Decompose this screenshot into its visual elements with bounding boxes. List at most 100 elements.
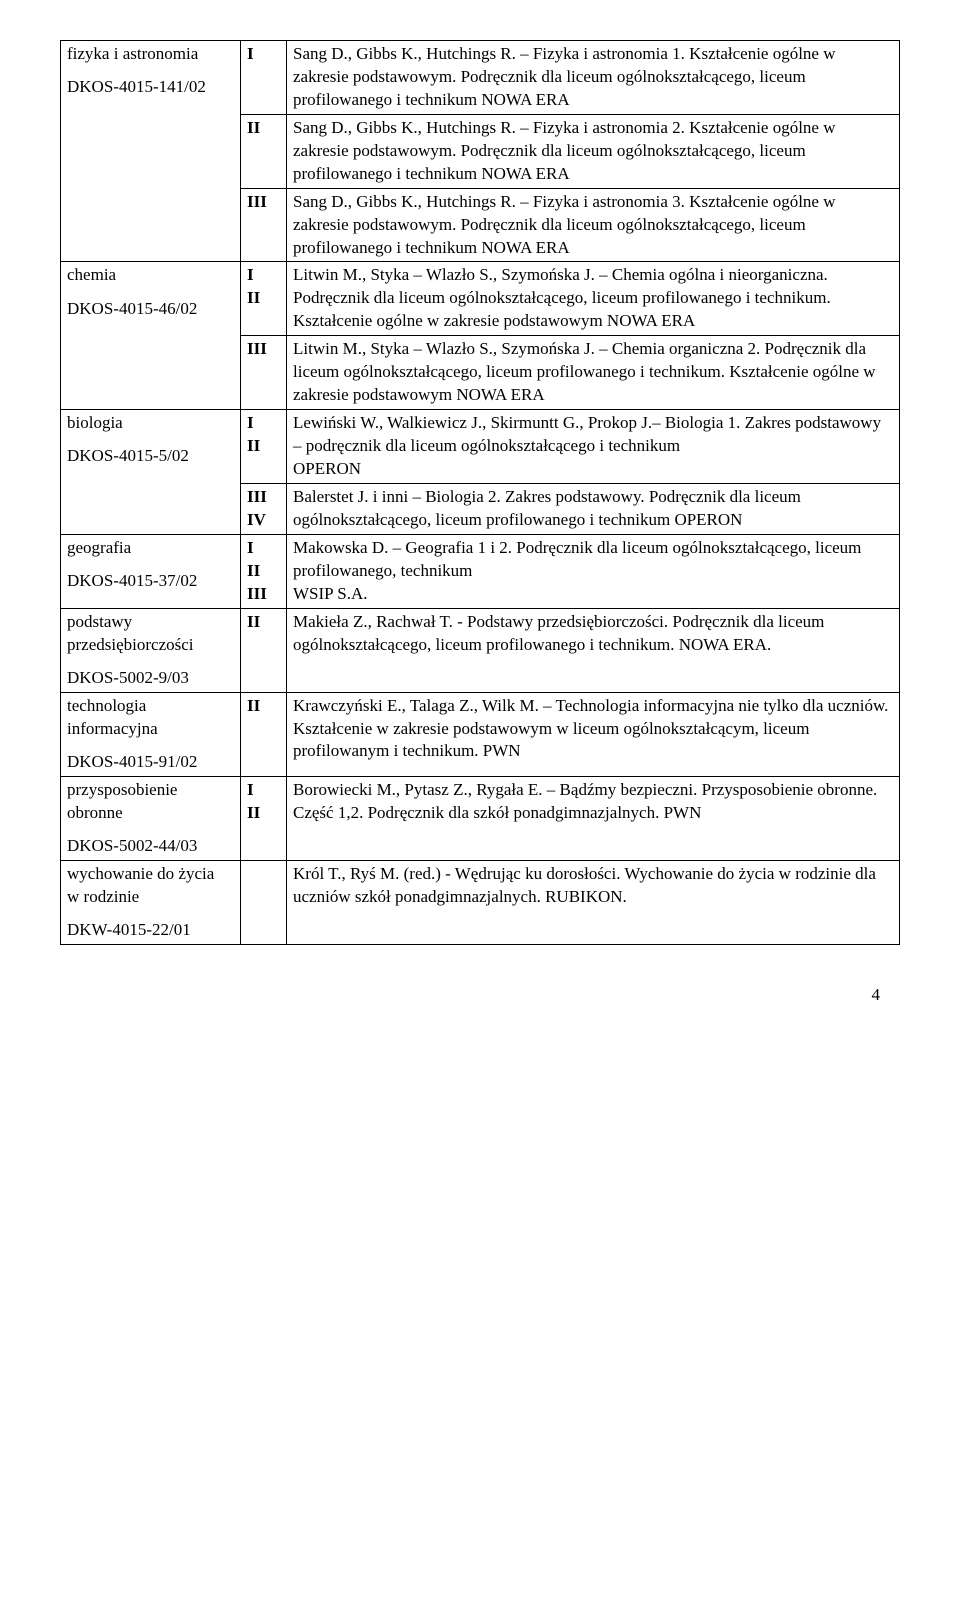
subject-line: obronne: [67, 802, 234, 825]
level-value: II: [247, 695, 280, 718]
level-cell: IIIIV: [241, 483, 287, 534]
level-value: I: [247, 43, 280, 66]
table-row: wychowanie do życiaw rodzinie DKW-4015-2…: [61, 860, 900, 944]
subject-line: podstawy: [67, 611, 234, 634]
subject-line: [67, 740, 234, 750]
description-cell: Sang D., Gibbs K., Hutchings R. – Fizyka…: [287, 188, 900, 262]
subject-line: przysposobienie: [67, 779, 234, 802]
description-line: Borowiecki M., Pytasz Z., Rygała E. – Bą…: [293, 779, 893, 825]
description-cell: Lewiński W., Walkiewicz J., Skirmuntt G.…: [287, 410, 900, 484]
subject-line: [67, 560, 234, 570]
description-cell: Makieła Z., Rachwał T. - Podstawy przeds…: [287, 608, 900, 692]
subject-line: chemia: [67, 264, 234, 287]
description-line: Makowska D. – Geografia 1 i 2. Podręczni…: [293, 537, 893, 583]
level-value: III: [247, 191, 280, 214]
level-value: IV: [247, 509, 280, 532]
table-row: przysposobienieobronne DKOS-5002-44/03II…: [61, 776, 900, 860]
subject-line: DKOS-4015-5/02: [67, 445, 234, 468]
subject-line: [67, 824, 234, 834]
subject-line: DKOS-5002-44/03: [67, 835, 234, 858]
description-cell: Makowska D. – Geografia 1 i 2. Podręczni…: [287, 534, 900, 608]
table-row: podstawyprzedsiębiorczości DKOS-5002-9/0…: [61, 608, 900, 692]
level-cell: III: [241, 188, 287, 262]
description-cell: Król T., Ryś M. (red.) - Wędrując ku dor…: [287, 860, 900, 944]
level-cell: III: [241, 410, 287, 484]
level-value: III: [247, 486, 280, 509]
level-value: III: [247, 338, 280, 361]
subject-line: DKW-4015-22/01: [67, 919, 234, 942]
description-line: Król T., Ryś M. (red.) - Wędrując ku dor…: [293, 863, 893, 909]
description-line: Sang D., Gibbs K., Hutchings R. – Fizyka…: [293, 191, 893, 260]
description-cell: Litwin M., Styka – Wlazło S., Szymońska …: [287, 262, 900, 336]
description-cell: Krawczyński E., Talaga Z., Wilk M. – Tec…: [287, 692, 900, 776]
subject-line: informacyjna: [67, 718, 234, 741]
subject-line: DKOS-5002-9/03: [67, 667, 234, 690]
level-value: II: [247, 435, 280, 458]
subject-line: geografia: [67, 537, 234, 560]
level-value: I: [247, 412, 280, 435]
description-line: Makieła Z., Rachwał T. - Podstawy przeds…: [293, 611, 893, 657]
subject-line: biologia: [67, 412, 234, 435]
level-value: II: [247, 117, 280, 140]
level-value: II: [247, 802, 280, 825]
subject-cell: biologia DKOS-4015-5/02: [61, 410, 241, 535]
subject-line: DKOS-4015-37/02: [67, 570, 234, 593]
level-cell: III: [241, 776, 287, 860]
level-value: III: [247, 583, 280, 606]
description-cell: Sang D., Gibbs K., Hutchings R. – Fizyka…: [287, 41, 900, 115]
subject-cell: fizyka i astronomia DKOS-4015-141/02: [61, 41, 241, 262]
level-cell: [241, 860, 287, 944]
subject-cell: technologiainformacyjna DKOS-4015-91/02: [61, 692, 241, 776]
subject-cell: wychowanie do życiaw rodzinie DKW-4015-2…: [61, 860, 241, 944]
description-cell: Litwin M., Styka – Wlazło S., Szymońska …: [287, 336, 900, 410]
description-line: Litwin M., Styka – Wlazło S., Szymońska …: [293, 264, 893, 333]
description-line: WSIP S.A.: [293, 583, 893, 606]
subject-cell: geografia DKOS-4015-37/02: [61, 534, 241, 608]
subject-line: w rodzinie: [67, 886, 234, 909]
table-row: fizyka i astronomia DKOS-4015-141/02 I San…: [61, 41, 900, 115]
level-value: II: [247, 611, 280, 634]
level-cell: III: [241, 262, 287, 336]
subject-cell: przysposobienieobronne DKOS-5002-44/03: [61, 776, 241, 860]
level-cell: II: [241, 692, 287, 776]
level-cell: II: [241, 608, 287, 692]
subject-line: technologia: [67, 695, 234, 718]
subject-line: DKOS-4015-141/02: [67, 76, 234, 99]
subject-line: [67, 287, 234, 297]
level-cell: II: [241, 114, 287, 188]
level-value: I: [247, 264, 280, 287]
description-line: Lewiński W., Walkiewicz J., Skirmuntt G.…: [293, 412, 893, 458]
description-line: Sang D., Gibbs K., Hutchings R. – Fizyka…: [293, 43, 893, 112]
subject-line: [67, 656, 234, 666]
description-cell: Borowiecki M., Pytasz Z., Rygała E. – Bą…: [287, 776, 900, 860]
table-row: geografia DKOS-4015-37/02IIIIIIMakowska …: [61, 534, 900, 608]
subject-line: fizyka i astronomia: [67, 43, 234, 66]
subject-line: DKOS-4015-91/02: [67, 751, 234, 774]
level-value: II: [247, 560, 280, 583]
subject-line: [67, 66, 234, 76]
description-line: Balerstet J. i inni – Biologia 2. Zakres…: [293, 486, 893, 532]
subject-cell: podstawyprzedsiębiorczości DKOS-5002-9/0…: [61, 608, 241, 692]
description-line: Sang D., Gibbs K., Hutchings R. – Fizyka…: [293, 117, 893, 186]
subject-line: [67, 908, 234, 918]
level-value: I: [247, 537, 280, 560]
level-value: II: [247, 287, 280, 310]
table-row: technologiainformacyjna DKOS-4015-91/02 I…: [61, 692, 900, 776]
table-row: biologia DKOS-4015-5/02IIILewiński W., W…: [61, 410, 900, 484]
description-cell: Balerstet J. i inni – Biologia 2. Zakres…: [287, 483, 900, 534]
description-line: Litwin M., Styka – Wlazło S., Szymońska …: [293, 338, 893, 407]
subject-cell: chemia DKOS-4015-46/02: [61, 262, 241, 410]
level-value: I: [247, 779, 280, 802]
description-line: OPERON: [293, 458, 893, 481]
curriculum-table: fizyka i astronomia DKOS-4015-141/02 I San…: [60, 40, 900, 945]
table-row: chemia DKOS-4015-46/02IIILitwin M., Styk…: [61, 262, 900, 336]
page-number: 4: [60, 985, 900, 1005]
level-cell: I: [241, 41, 287, 115]
level-cell: III: [241, 336, 287, 410]
description-line: Krawczyński E., Talaga Z., Wilk M. – Tec…: [293, 695, 893, 764]
subject-line: wychowanie do życia: [67, 863, 234, 886]
subject-line: przedsiębiorczości: [67, 634, 234, 657]
level-cell: IIIIII: [241, 534, 287, 608]
subject-line: [67, 435, 234, 445]
description-cell: Sang D., Gibbs K., Hutchings R. – Fizyka…: [287, 114, 900, 188]
